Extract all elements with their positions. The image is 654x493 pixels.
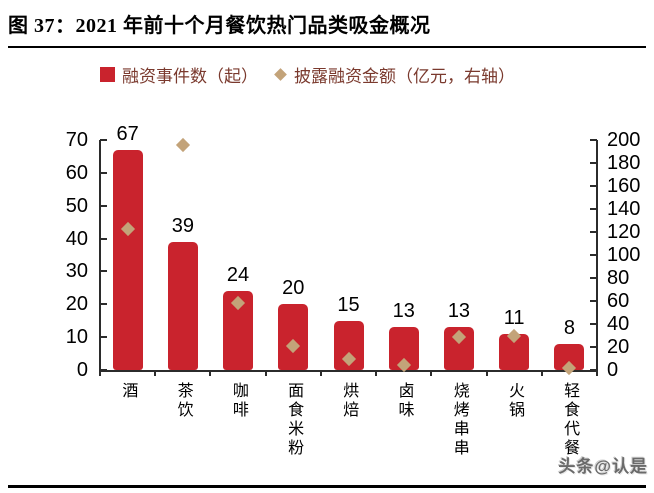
y-axis-left-tick (100, 303, 107, 306)
legend-label-diamond-series: 披露融资金额（亿元，右轴） (294, 67, 515, 86)
legend-label-bar-series: 融资事件数（起） (122, 67, 258, 86)
y-axis-right-tick (590, 369, 597, 371)
y-axis-right-tick (590, 185, 597, 187)
y-axis-right-line (596, 140, 598, 372)
bar-value-label: 13 (447, 300, 471, 323)
bar-value-label: 8 (563, 316, 575, 339)
x-axis-category-label: 火锅 (505, 382, 523, 420)
y-axis-right-tick-label: 120 (607, 221, 641, 243)
x-axis-tick (99, 370, 101, 376)
diamond-marker (175, 137, 190, 152)
bar-value-label: 67 (116, 122, 139, 145)
y-axis-left-tick-label: 70 (65, 129, 88, 151)
y-axis-right-tick (590, 254, 597, 256)
bar (112, 149, 143, 370)
x-axis-line (99, 370, 598, 372)
y-axis-right-tick-label: 60 (607, 290, 630, 312)
x-axis-tick (154, 370, 157, 376)
x-axis-category-label: 烧烤串串 (450, 382, 468, 458)
y-axis-right-tick (590, 208, 597, 210)
bar-series-swatch-icon (100, 67, 115, 82)
y-axis-left-tick (100, 237, 107, 240)
y-axis-left-tick (100, 369, 107, 371)
y-axis-left-tick-label: 60 (65, 161, 88, 184)
x-axis-category-label: 面食米粉 (285, 382, 303, 458)
y-axis-right-tick-label: 180 (607, 152, 641, 174)
y-axis-right-tick (590, 162, 597, 164)
bar-value-label: 15 (337, 293, 360, 316)
legend-item-diamond-series: 披露融资金额（亿元，右轴） (274, 62, 515, 87)
x-axis-tick (485, 370, 488, 376)
bar-value-label: 24 (226, 264, 250, 287)
x-axis-category-label: 烘焙 (340, 382, 358, 420)
x-axis-category-label: 轻食代餐 (561, 382, 579, 458)
y-axis-right-tick-label: 200 (607, 129, 641, 151)
y-axis-left-tick (100, 204, 107, 207)
y-axis-right-tick-label: 80 (607, 267, 630, 289)
x-axis-tick (596, 370, 598, 376)
x-axis-category-label: 酒 (119, 382, 137, 401)
y-axis-left-line (99, 140, 101, 372)
y-axis-left-tick (100, 270, 107, 273)
legend-item-bar-series: 融资事件数（起） (100, 62, 258, 87)
title-divider-line (8, 46, 646, 48)
y-axis-right-tick (590, 277, 597, 279)
bar-value-label: 13 (392, 300, 415, 323)
y-axis-right-tick-label: 20 (607, 336, 630, 358)
bar-value-label: 20 (282, 277, 305, 300)
x-axis-tick (430, 370, 433, 376)
bottom-divider-line (8, 485, 646, 488)
y-axis-right-tick (590, 231, 597, 233)
y-axis-right-tick (590, 323, 597, 325)
y-axis-right-tick-label: 100 (607, 244, 641, 266)
x-axis-category-label: 咖啡 (229, 382, 247, 420)
bar (167, 241, 198, 370)
y-axis-left-tick-label: 0 (76, 359, 88, 381)
y-axis-left-tick-label: 40 (65, 227, 88, 250)
x-axis-tick (319, 370, 322, 376)
y-axis-right-tick-label: 40 (607, 313, 630, 335)
y-axis-left-tick-label: 20 (65, 293, 88, 316)
bar (278, 304, 309, 370)
figure-title: 图 37：2021 年前十个月餐饮热门品类吸金概况 (8, 15, 431, 37)
y-axis-right-tick (590, 346, 597, 348)
x-axis-category-label: 卤味 (395, 382, 413, 420)
y-axis-right-tick (590, 300, 597, 302)
y-axis-right-tick-label: 160 (607, 175, 641, 197)
watermark: 头条@认是 (558, 457, 648, 476)
y-axis-right-tick-label: 0 (607, 359, 619, 381)
chart-legend: 融资事件数（起） 披露融资金额（亿元，右轴） (100, 62, 515, 87)
y-axis-left-tick-label: 30 (65, 260, 88, 283)
bar-value-label: 39 (171, 214, 194, 237)
y-axis-left-tick (100, 336, 107, 339)
x-axis-tick (540, 370, 543, 376)
x-axis-category-label: 茶饮 (174, 382, 192, 420)
y-axis-right-tick-label: 140 (607, 198, 641, 220)
bar-value-label: 11 (503, 306, 525, 329)
y-axis-left-tick-label: 10 (65, 326, 88, 349)
x-axis-tick (209, 370, 212, 376)
x-axis-tick (264, 370, 267, 376)
y-axis-left-tick (100, 139, 107, 141)
y-axis-right-tick (590, 139, 597, 141)
y-axis-left-tick-label: 50 (65, 194, 88, 217)
y-axis-left-tick (100, 171, 107, 174)
x-axis-tick (375, 370, 378, 376)
